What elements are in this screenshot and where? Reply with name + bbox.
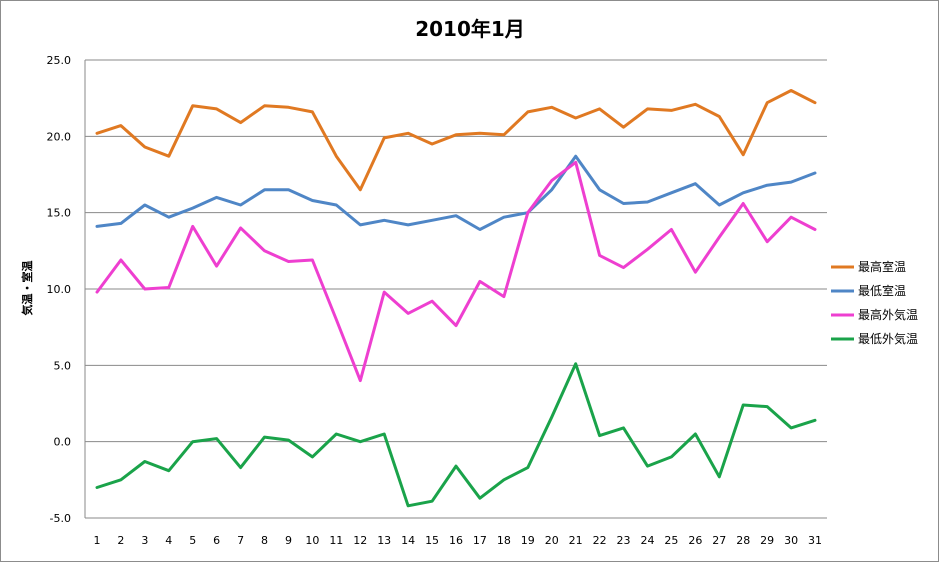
x-tick-label: 7 [237, 534, 244, 547]
x-tick-label: 13 [377, 534, 391, 547]
x-tick-label: 17 [473, 534, 487, 547]
x-tick-label: 20 [545, 534, 559, 547]
x-tick-labels: 1 2 3 4 5 6 7 8 9 10 11 12 13 14 15 16 17 18 19 20 21 22 23 24 2… [93, 534, 822, 547]
series-line-2 [95, 160, 817, 383]
x-tick-label: 31 [808, 534, 822, 547]
x-tick-label: 16 [449, 534, 463, 547]
x-tick-label: 24 [640, 534, 654, 547]
y-tick-label: 10.0 [47, 283, 72, 296]
x-tick-label: 29 [760, 534, 774, 547]
x-tick-label: 9 [285, 534, 292, 547]
x-tick-label: 4 [165, 534, 172, 547]
y-tick-label: 0.0 [54, 436, 72, 449]
x-tick-label: 14 [401, 534, 415, 547]
x-tick-label: 2 [117, 534, 124, 547]
grid-lines [84, 59, 827, 519]
x-tick-label: 18 [497, 534, 511, 547]
y-tick-label: 25.0 [47, 54, 72, 67]
series-line-3 [95, 362, 817, 508]
x-tick-label: 3 [141, 534, 148, 547]
x-tick-label: 26 [688, 534, 702, 547]
x-tick-label: 25 [664, 534, 678, 547]
y-tick-label: 15.0 [47, 207, 72, 220]
x-tick-label: 8 [261, 534, 268, 547]
legend-label: 最高室温 [858, 259, 906, 274]
series-line-0 [95, 89, 817, 192]
x-tick-label: 19 [521, 534, 535, 547]
x-tick-label: 21 [569, 534, 583, 547]
chart-title: 2010年1月 [415, 17, 525, 41]
x-tick-label: 5 [189, 534, 196, 547]
x-tick-label: 12 [353, 534, 367, 547]
y-axis-label: 気温・室温 [20, 261, 34, 316]
y-tick-label: 5.0 [54, 359, 72, 372]
series-lines [95, 89, 817, 508]
y-tick-labels: 25.0 20.0 15.0 10.0 5.0 0.0 -5.0 [47, 54, 72, 525]
legend-label: 最低室温 [858, 283, 906, 298]
x-tick-label: 10 [305, 534, 319, 547]
x-tick-label: 23 [617, 534, 631, 547]
x-tick-label: 28 [736, 534, 750, 547]
x-tick-label: 11 [329, 534, 343, 547]
x-tick-label: 15 [425, 534, 439, 547]
x-tick-label: 6 [213, 534, 220, 547]
y-tick-label: 20.0 [47, 130, 72, 143]
x-tick-label: 30 [784, 534, 798, 547]
x-tick-label: 27 [712, 534, 726, 547]
y-tick-label: -5.0 [50, 512, 71, 525]
legend-label: 最高外気温 [858, 307, 918, 322]
x-tick-label: 22 [593, 534, 607, 547]
x-tick-label: 1 [93, 534, 100, 547]
series-line-1 [95, 154, 817, 231]
legend-label: 最低外気温 [858, 331, 918, 346]
